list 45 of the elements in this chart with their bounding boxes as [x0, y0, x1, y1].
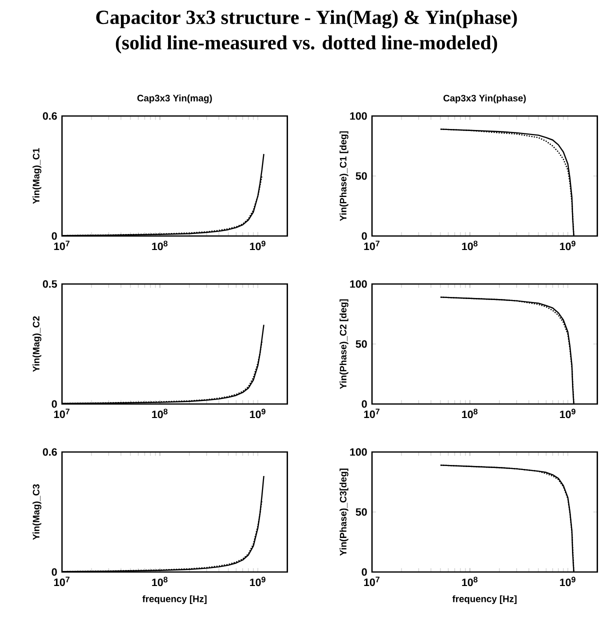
x-tick-label: 10$^{8}$: [152, 576, 168, 586]
x-axis-title: frequency [Hz]: [142, 595, 207, 604]
text: (solid line-measured vs. dotted line-modeled): [116, 35, 498, 54]
y-tick-label: 50: [356, 508, 367, 516]
y-tick-label: 0.6: [42, 112, 57, 120]
y-tick-label: 50: [356, 340, 367, 348]
y-tick-label: 0: [362, 232, 367, 240]
y-tick-label: 0: [52, 400, 57, 408]
x-tick-label: 10$^{9}$: [560, 408, 576, 418]
x-tick-label: 10$^{9}$: [250, 576, 266, 586]
y-axis-title: Yin(Phase)_C2 [deg]: [340, 299, 348, 390]
y-tick-label: 0: [362, 400, 367, 408]
x-tick-label: 10$^{7}$: [364, 408, 380, 418]
y-axis-title: Yin(Phase)_C1 [deg]: [340, 131, 348, 222]
y-tick-label: 0.6: [42, 448, 57, 456]
y-tick-label: 0.5: [42, 280, 57, 288]
y-tick-label: 0: [362, 568, 367, 576]
y-tick-label: 100: [350, 280, 367, 288]
x-tick-label: 10$^{8}$: [462, 240, 478, 250]
text: Capacitor 3x3 structure - Yin(Mag) & Yin(phase): [96, 10, 517, 28]
chart-title: Cap3x3 Yin(phase): [443, 94, 526, 104]
y-tick-label: 0: [52, 232, 57, 240]
y-axis-title: Yin(Mag)_C2: [32, 316, 42, 372]
x-axis-title: frequency [Hz]: [452, 595, 517, 604]
y-tick-label: 0: [52, 568, 57, 576]
y-axis-title: Yin(Phase)_C3[deg]: [340, 468, 348, 556]
chart-title: Cap3x3 Yin(mag): [137, 94, 212, 104]
y-axis-title: Yin(Mag)_C3: [32, 484, 42, 540]
x-tick-label: 10$^{8}$: [152, 240, 168, 250]
y-tick-label: 50: [356, 172, 367, 180]
x-tick-label: 10$^{8}$: [462, 408, 478, 418]
x-tick-label: 10$^{7}$: [54, 240, 70, 250]
x-tick-label: 10$^{8}$: [462, 576, 478, 586]
x-tick-label: 10$^{7}$: [364, 240, 380, 250]
x-tick-label: 10$^{7}$: [54, 576, 70, 586]
x-tick-label: 10$^{9}$: [250, 240, 266, 250]
x-tick-label: 10$^{7}$: [364, 576, 380, 586]
x-tick-label: 10$^{9}$: [560, 240, 576, 250]
x-tick-label: 10$^{9}$: [250, 408, 266, 418]
y-tick-label: 100: [350, 448, 367, 456]
y-tick-label: 100: [350, 112, 367, 120]
y-axis-title: Yin(Mag)_C1: [32, 148, 42, 204]
x-tick-label: 10$^{8}$: [152, 408, 168, 418]
x-tick-label: 10$^{9}$: [560, 576, 576, 586]
x-tick-label: 10$^{7}$: [54, 408, 70, 418]
